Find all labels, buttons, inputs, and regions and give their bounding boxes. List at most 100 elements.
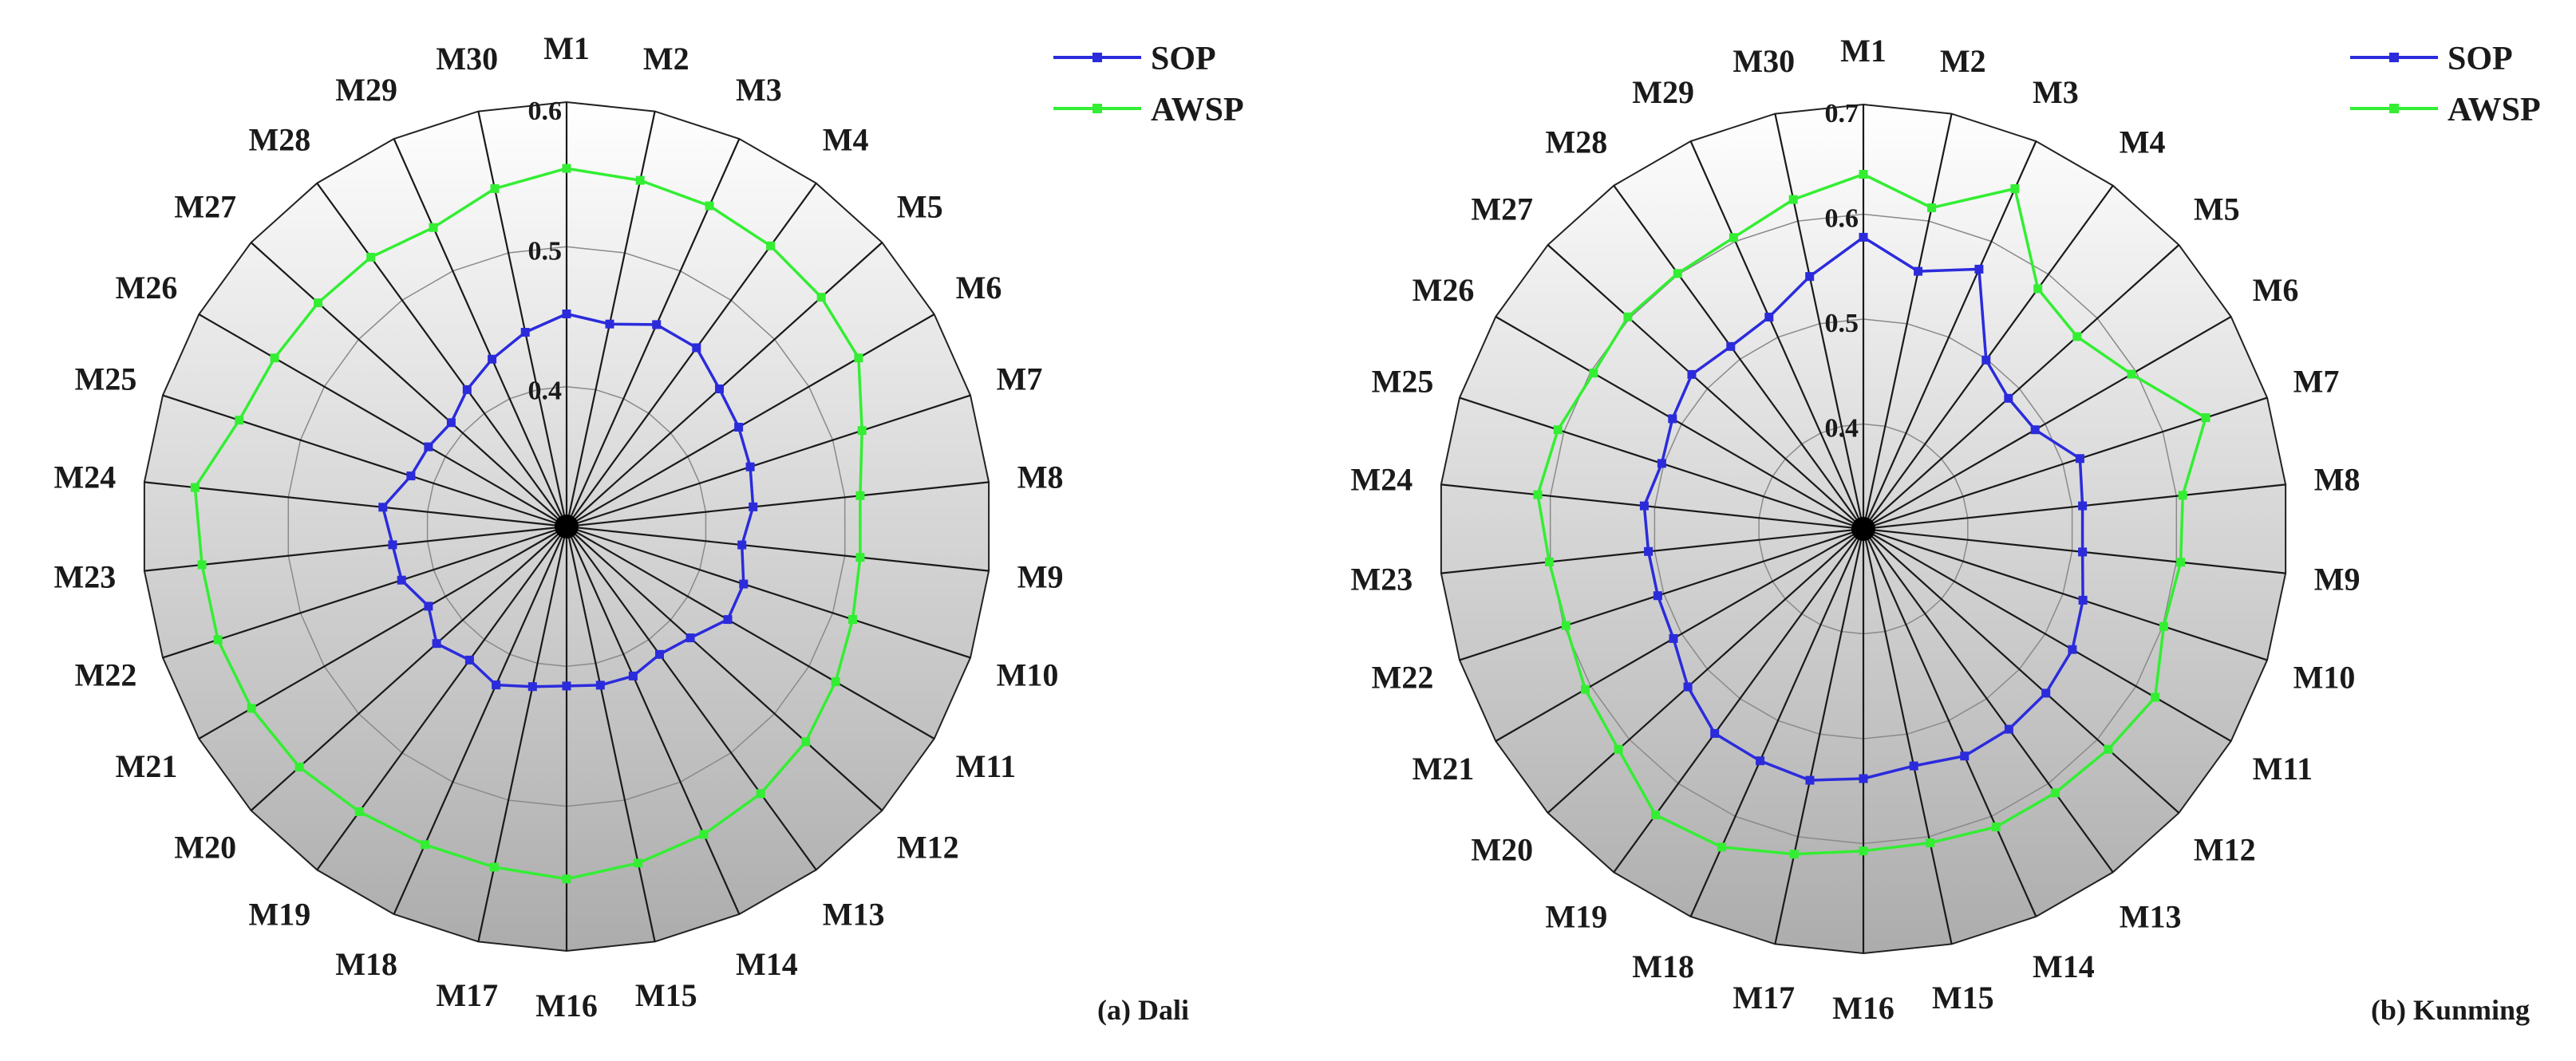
radar-spoke xyxy=(250,242,567,527)
category-label: M13 xyxy=(2120,898,2182,934)
category-label: M17 xyxy=(436,977,498,1013)
category-label: M4 xyxy=(823,122,869,158)
data-point-awsp xyxy=(294,763,304,771)
data-point-awsp xyxy=(429,223,438,232)
data-point-awsp xyxy=(2033,284,2043,294)
radar-spoke xyxy=(144,481,567,528)
data-point-sop xyxy=(1859,232,1868,242)
data-point-sop xyxy=(562,681,571,691)
data-point-sop xyxy=(739,579,749,589)
data-point-sop xyxy=(520,328,530,337)
category-label: M18 xyxy=(335,946,397,982)
category-label: M11 xyxy=(956,748,1017,784)
data-point-awsp xyxy=(1673,269,1682,278)
category-label: M17 xyxy=(1732,980,1795,1016)
radar-spoke xyxy=(1862,528,1953,945)
data-point-sop xyxy=(2004,393,2013,403)
data-point-sop xyxy=(424,601,433,611)
data-point-sop xyxy=(1710,728,1720,738)
radial-tick-label: 0.4 xyxy=(528,377,563,406)
data-point-sop xyxy=(749,502,758,511)
data-point-awsp xyxy=(1789,850,1799,859)
category-label: M9 xyxy=(2314,562,2361,598)
data-point-awsp xyxy=(756,789,765,799)
radar-spoke xyxy=(1863,528,2180,814)
data-point-awsp xyxy=(270,353,279,363)
data-point-awsp xyxy=(562,874,571,884)
category-label: M5 xyxy=(897,189,943,225)
data-point-awsp xyxy=(190,483,200,492)
category-label: M27 xyxy=(1471,191,1533,227)
data-point-awsp xyxy=(1788,195,1798,204)
category-label: M23 xyxy=(54,559,117,595)
category-label: M23 xyxy=(1351,562,1413,598)
data-point-sop xyxy=(406,471,416,481)
category-label: M7 xyxy=(997,361,1043,397)
data-point-awsp xyxy=(1544,557,1554,566)
radar-spoke xyxy=(393,526,568,915)
data-point-awsp xyxy=(2176,558,2186,567)
data-point-sop xyxy=(2075,454,2084,463)
category-label: M29 xyxy=(1632,74,1694,110)
category-label: M15 xyxy=(635,977,697,1013)
category-label: M20 xyxy=(174,830,236,866)
data-point-sop xyxy=(527,682,537,692)
data-point-awsp xyxy=(1623,312,1633,321)
data-point-awsp xyxy=(197,560,207,570)
radar-spoke xyxy=(1862,113,1953,530)
category-label: M24 xyxy=(54,459,117,495)
radar-spoke xyxy=(1863,316,2232,530)
radial-tick-label: 0.5 xyxy=(528,236,563,266)
data-point-sop xyxy=(652,320,662,329)
data-point-sop xyxy=(1669,633,1678,643)
data-point-awsp xyxy=(1717,842,1726,852)
category-label: M21 xyxy=(116,748,178,784)
radial-tick-label: 0.4 xyxy=(1825,414,1859,444)
radar-spoke xyxy=(1495,316,1864,530)
radar-spoke xyxy=(566,394,971,528)
data-point-sop xyxy=(378,503,388,512)
radar-spoke xyxy=(144,525,567,572)
radar-spoke xyxy=(1774,113,1865,530)
data-point-sop xyxy=(2041,688,2051,698)
data-point-awsp xyxy=(857,426,867,436)
data-point-sop xyxy=(488,354,497,364)
category-label: M2 xyxy=(1940,43,1986,79)
category-label: M14 xyxy=(2033,949,2095,984)
category-label: M9 xyxy=(1017,559,1064,595)
data-point-sop xyxy=(734,423,744,432)
category-label: M6 xyxy=(956,270,1002,306)
data-point-sop xyxy=(595,680,605,690)
data-point-sop xyxy=(1914,266,1923,276)
data-point-awsp xyxy=(1859,846,1868,856)
radar-spoke xyxy=(566,182,817,527)
data-point-sop xyxy=(1683,682,1693,692)
data-point-awsp xyxy=(2050,788,2060,798)
legend-label-sop: SOP xyxy=(2448,41,2513,77)
data-point-awsp xyxy=(1614,744,1623,754)
category-label: M6 xyxy=(2253,272,2299,308)
category-label: M25 xyxy=(1372,364,1434,400)
data-point-awsp xyxy=(490,183,500,193)
category-label: M22 xyxy=(1372,659,1434,695)
data-point-sop xyxy=(737,540,747,550)
data-point-sop xyxy=(1657,459,1666,468)
radar-spoke xyxy=(566,314,935,527)
data-point-awsp xyxy=(354,807,364,816)
data-point-awsp xyxy=(2104,744,2113,754)
data-point-sop xyxy=(1909,761,1918,771)
radar-spoke xyxy=(198,314,567,527)
category-label: M8 xyxy=(2314,461,2361,497)
radar-spoke xyxy=(565,526,656,942)
data-point-awsp xyxy=(2127,369,2136,379)
data-point-awsp xyxy=(2159,621,2168,631)
legend-label-sop: SOP xyxy=(1151,41,1216,77)
radar-spoke xyxy=(393,138,568,527)
data-point-awsp xyxy=(1651,811,1660,819)
data-point-awsp xyxy=(2010,184,2020,193)
radar-spoke xyxy=(1862,528,2037,917)
radial-tick-label: 0.5 xyxy=(1825,309,1859,338)
data-point-sop xyxy=(1644,546,1653,556)
data-point-awsp xyxy=(1581,684,1590,694)
